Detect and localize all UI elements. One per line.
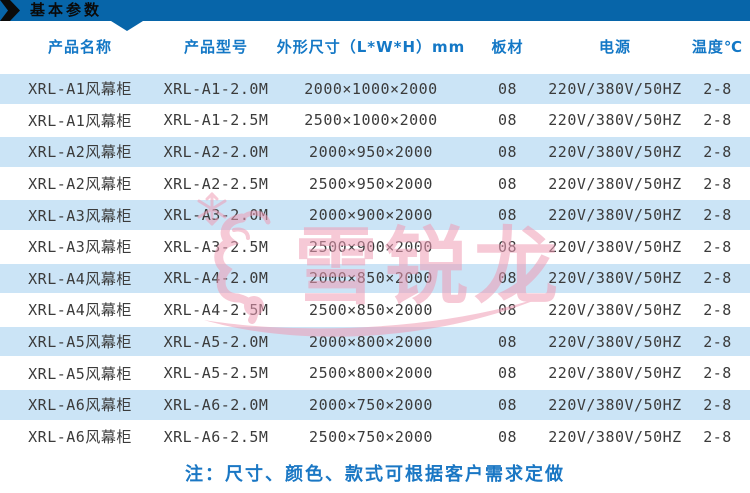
table-cell: XRL-A3风幕柜 (28, 238, 132, 257)
table-cell: XRL-A4风幕柜 (28, 301, 132, 320)
table-cell: 08 (497, 237, 518, 256)
table-row: XRL-A3风幕柜 XRL-A3-2.0M 2000×900×2000 08 220V/… (0, 198, 750, 232)
table-cell: 220V/380V/50HZ (545, 324, 685, 359)
table-cell: XRL-A1-2.0M (160, 72, 272, 106)
table-cell: XRL-A5风幕柜 (28, 364, 132, 383)
table-cell: 220V/380V/50HZ (545, 198, 685, 232)
table-cell: XRL-A5-2.0M (160, 324, 272, 359)
table-cell: XRL-A4风幕柜 (0, 261, 160, 296)
table-cell: XRL-A5-2.5M (163, 364, 269, 383)
table-row: XRL-A1风幕柜 XRL-A1-2.0M 2000×1000×2000 08 220V… (0, 72, 750, 106)
table-cell: 2500×800×2000 (309, 364, 433, 383)
table-cell: 2000×850×2000 (272, 261, 470, 296)
table-cell: 2-8 (685, 135, 750, 169)
table-row: XRL-A6风幕柜 XRL-A6-2.0M 2000×750×2000 08 220V/… (0, 387, 750, 422)
table-cell: 2-8 (703, 427, 732, 446)
table-cell: 2000×900×2000 (272, 198, 470, 232)
column-header-dimensions: 外形尺寸（L*W*H）mm (276, 38, 466, 56)
table-cell: XRL-A6风幕柜 (0, 387, 160, 422)
table-cell: 08 (497, 111, 518, 130)
table-cell: XRL-A2风幕柜 (0, 135, 160, 169)
table-cell: XRL-A1-2.5M (163, 111, 269, 130)
custom-order-note: 注：尺寸、颜色、款式可根据客户需求定做 (185, 464, 565, 485)
table-cell: 220V/380V/50HZ (548, 300, 682, 319)
table-cell: XRL-A2风幕柜 (28, 175, 132, 194)
table-cell: 2500×900×2000 (309, 237, 433, 256)
table-row: XRL-A4风幕柜 XRL-A4-2.0M 2000×850×2000 08 220V/… (0, 261, 750, 296)
table-cell: XRL-A3-2.5M (163, 237, 269, 256)
table-cell: XRL-A2-2.0M (160, 135, 272, 169)
chevron-right-icon (0, 0, 20, 25)
table-cell: 08 (470, 387, 545, 422)
table-cell: 2-8 (703, 364, 732, 383)
table-cell: 08 (470, 198, 545, 232)
section-title: 基本参数 (30, 1, 103, 19)
table-cell: 2-8 (685, 387, 750, 422)
table-cell: XRL-A3-2.0M (160, 198, 272, 232)
table-cell: 2000×800×2000 (272, 324, 470, 359)
table-row: XRL-A2风幕柜 XRL-A2-2.5M 2500×950×2000 08 220V/… (0, 168, 750, 200)
table-cell: 08 (497, 364, 518, 383)
table-cell: XRL-A1风幕柜 (28, 111, 132, 130)
column-header-panel: 板材 (491, 38, 524, 56)
table-cell: 220V/380V/50HZ (545, 135, 685, 169)
table-cell: XRL-A2-2.5M (163, 174, 269, 193)
table-cell: XRL-A1风幕柜 (0, 72, 160, 106)
table-cell: 2000×750×2000 (272, 387, 470, 422)
column-header-temperature: 温度℃ (691, 38, 744, 56)
table-row: XRL-A5风幕柜 XRL-A5-2.5M 2500×800×2000 08 220V/… (0, 357, 750, 389)
table-row: XRL-A1风幕柜 XRL-A1-2.5M 2500×1000×2000 08 220V… (0, 105, 750, 137)
table-cell: 2-8 (703, 237, 732, 256)
table-cell: 220V/380V/50HZ (548, 237, 682, 256)
table-cell: 08 (470, 72, 545, 106)
table-cell: 220V/380V/50HZ (548, 364, 682, 383)
table-header-row: 产品名称 产品型号 外形尺寸（L*W*H）mm 板材 电源 温度℃ (0, 21, 750, 73)
table-cell: 08 (497, 174, 518, 193)
table-cell: 08 (470, 261, 545, 296)
table-row: XRL-A3风幕柜 XRL-A3-2.5M 2500×900×2000 08 220V/… (0, 231, 750, 263)
table-cell: XRL-A3风幕柜 (0, 198, 160, 232)
table-cell: 220V/380V/50HZ (545, 387, 685, 422)
table-cell: 220V/380V/50HZ (545, 72, 685, 106)
table-cell: XRL-A6风幕柜 (28, 428, 132, 447)
table-cell: 2-8 (685, 198, 750, 232)
table-cell: 220V/380V/50HZ (545, 261, 685, 296)
table-row: XRL-A4风幕柜 XRL-A4-2.5M 2500×850×2000 08 220V/… (0, 294, 750, 326)
table-cell: 2500×1000×2000 (304, 111, 438, 130)
parameters-table: 产品名称 产品型号 外形尺寸（L*W*H）mm 板材 电源 温度℃ XRL-A1… (0, 21, 750, 452)
table-cell: 2000×950×2000 (272, 135, 470, 169)
table-cell: 2-8 (703, 300, 732, 319)
table-cell: 08 (497, 300, 518, 319)
table-body: XRL-A1风幕柜 XRL-A1-2.0M 2000×1000×2000 08 220V… (0, 72, 750, 453)
table-row: XRL-A5风幕柜 XRL-A5-2.0M 2000×800×2000 08 220V/… (0, 324, 750, 359)
table-cell: 220V/380V/50HZ (548, 174, 682, 193)
table-cell: 2500×850×2000 (309, 300, 433, 319)
table-cell: 2-8 (685, 324, 750, 359)
section-title-bar: 基本参数 (0, 0, 750, 21)
column-header-product-name: 产品名称 (47, 38, 112, 56)
table-cell: XRL-A5风幕柜 (0, 324, 160, 359)
table-cell: 08 (497, 427, 518, 446)
table-cell: 2500×950×2000 (309, 174, 433, 193)
table-cell: XRL-A6-2.0M (160, 387, 272, 422)
table-cell: 2500×750×2000 (309, 427, 433, 446)
table-cell: 2-8 (685, 261, 750, 296)
table-row: XRL-A6风幕柜 XRL-A6-2.5M 2500×750×2000 08 220V/… (0, 421, 750, 453)
table-cell: 2-8 (685, 72, 750, 106)
table-cell: 08 (470, 324, 545, 359)
table-cell: 2-8 (703, 174, 732, 193)
table-cell: 08 (470, 135, 545, 169)
column-header-model: 产品型号 (183, 38, 248, 56)
table-cell: 2000×1000×2000 (272, 72, 470, 106)
table-cell: 220V/380V/50HZ (548, 111, 682, 130)
table-cell: XRL-A6-2.5M (163, 427, 269, 446)
table-row: XRL-A2风幕柜 XRL-A2-2.0M 2000×950×2000 08 220V/… (0, 135, 750, 169)
table-cell: 2-8 (703, 111, 732, 130)
column-header-power: 电源 (598, 38, 631, 56)
table-cell: XRL-A4-2.0M (160, 261, 272, 296)
table-cell: XRL-A4-2.5M (163, 300, 269, 319)
table-cell: 220V/380V/50HZ (548, 427, 682, 446)
tab-pointer-triangle (111, 21, 143, 31)
